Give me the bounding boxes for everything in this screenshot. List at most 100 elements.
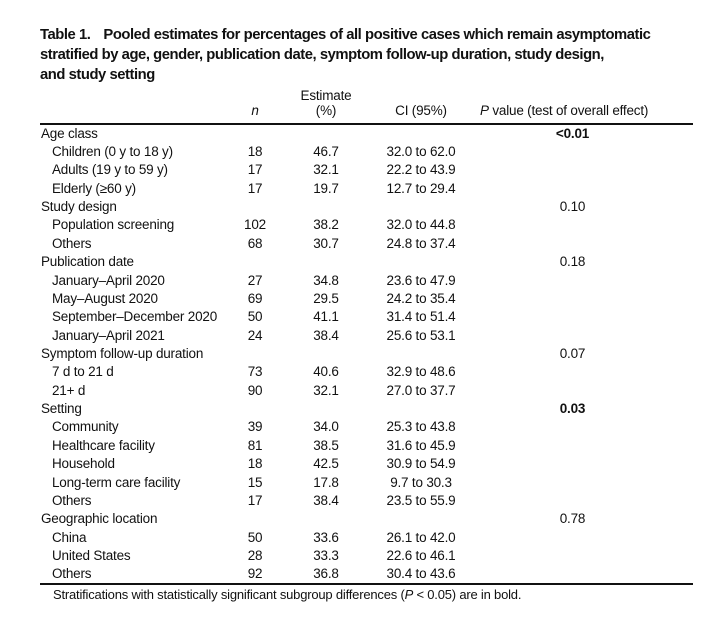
table-row: Others 68 30.7 24.8 to 37.4 [40, 234, 693, 252]
row-n [220, 344, 290, 362]
row-p-value [480, 528, 693, 546]
row-n: 102 [244, 217, 266, 233]
table-header-row: n Estimate (%) CI (95%) P value (test of… [40, 88, 693, 125]
row-n [220, 399, 290, 417]
row-p-value: 0.07 [559, 345, 586, 361]
row-label: Others [52, 492, 92, 508]
row-n [220, 124, 290, 142]
row-n: 50 [247, 309, 263, 325]
table-row: China 50 33.6 26.1 to 42.0 [40, 528, 693, 546]
row-label: Others [52, 566, 92, 582]
row-label: Study design [41, 199, 117, 215]
row-label: Setting [41, 401, 82, 417]
row-label: 7 d to 21 d [52, 364, 114, 380]
table-row: 7 d to 21 d 73 40.6 32.9 to 48.6 [40, 363, 693, 381]
footnote-pre: Stratifications with statistically signi… [53, 587, 405, 602]
row-n: 17 [247, 180, 263, 196]
row-label: Geographic location [41, 511, 158, 527]
row-n: 27 [247, 272, 263, 288]
header-ci: CI (95%) [362, 88, 480, 125]
row-label: January–April 2021 [52, 327, 165, 343]
row-n [220, 197, 290, 215]
row-n: 39 [247, 419, 263, 435]
row-n: 18 [247, 144, 263, 160]
row-ci: 30.9 to 54.9 [386, 456, 456, 472]
row-n [220, 510, 290, 528]
row-p-value [480, 436, 693, 454]
row-estimate: 33.6 [313, 529, 339, 545]
table-row: Elderly (≥60 y) 17 19.7 12.7 to 29.4 [40, 179, 693, 197]
row-estimate: 46.7 [313, 144, 339, 160]
row-p-value [480, 381, 693, 399]
row-ci: 32.0 to 62.0 [386, 144, 456, 160]
row-label: Population screening [52, 217, 175, 233]
table-row: Others 92 36.8 30.4 to 43.6 [40, 565, 693, 583]
row-p-value [480, 326, 693, 344]
row-estimate: 38.2 [313, 217, 339, 233]
row-n: 92 [247, 566, 263, 582]
row-n: 15 [247, 474, 263, 490]
table-row: May–August 2020 69 29.5 24.2 to 35.4 [40, 289, 693, 307]
table-row: Adults (19 y to 59 y) 17 32.1 22.2 to 43… [40, 161, 693, 179]
row-ci [362, 399, 480, 417]
row-p-value [480, 271, 693, 289]
row-n: 69 [247, 290, 263, 306]
table-footnote: Stratifications with statistically signi… [53, 587, 521, 602]
row-label: Healthcare facility [52, 437, 155, 453]
row-p-value [480, 308, 693, 326]
header-n: n [220, 88, 290, 125]
row-estimate: 33.3 [313, 547, 339, 563]
row-ci: 22.6 to 46.1 [386, 547, 456, 563]
row-p-value [480, 473, 693, 491]
footnote-p-italic: P [404, 587, 414, 602]
row-estimate: 29.5 [313, 290, 339, 306]
row-estimate [290, 253, 362, 271]
row-n: 90 [247, 382, 263, 398]
header-estimate: Estimate (%) [290, 88, 362, 125]
row-ci: 22.2 to 43.9 [386, 162, 456, 178]
row-p-value [480, 363, 693, 381]
row-estimate [290, 197, 362, 215]
table-row: January–April 2021 24 38.4 25.6 to 53.1 [40, 326, 693, 344]
header-label-blank [40, 88, 220, 125]
row-label: China [52, 529, 87, 545]
table-number: Table 1. [40, 27, 91, 43]
row-estimate: 40.6 [313, 364, 339, 380]
row-n: 24 [247, 327, 263, 343]
row-estimate: 17.8 [313, 474, 339, 490]
header-p-italic: P [480, 103, 489, 118]
row-p-value [480, 418, 693, 436]
row-p-value [480, 161, 693, 179]
row-estimate: 38.4 [313, 492, 339, 508]
row-ci: 25.6 to 53.1 [386, 327, 456, 343]
row-estimate [290, 399, 362, 417]
table-row: Household 18 42.5 30.9 to 54.9 [40, 454, 693, 472]
row-label: Elderly (≥60 y) [52, 180, 136, 196]
row-ci [362, 253, 480, 271]
table-row: Long-term care facility 15 17.8 9.7 to 3… [40, 473, 693, 491]
row-estimate: 42.5 [313, 456, 339, 472]
row-estimate: 30.7 [313, 235, 339, 251]
row-estimate: 34.0 [313, 419, 339, 435]
table-row: Community 39 34.0 25.3 to 43.8 [40, 418, 693, 436]
row-estimate: 36.8 [313, 566, 339, 582]
row-ci: 24.2 to 35.4 [386, 290, 456, 306]
row-label: Community [52, 419, 119, 435]
row-estimate: 32.1 [313, 382, 339, 398]
row-estimate [290, 124, 362, 142]
row-p-value [480, 142, 693, 160]
row-ci [362, 510, 480, 528]
row-label: Others [52, 235, 92, 251]
row-estimate [290, 344, 362, 362]
row-p-value: <0.01 [555, 126, 590, 142]
table-row: 21+ d 90 32.1 27.0 to 37.7 [40, 381, 693, 399]
row-estimate: 19.7 [313, 180, 339, 196]
row-label: January–April 2020 [52, 272, 165, 288]
row-ci: 30.4 to 43.6 [386, 566, 456, 582]
row-n: 73 [247, 364, 263, 380]
row-ci: 12.7 to 29.4 [386, 180, 456, 196]
group-row: Age class <0.01 [40, 124, 693, 142]
row-ci: 23.6 to 47.9 [386, 272, 456, 288]
row-ci: 32.9 to 48.6 [386, 364, 456, 380]
row-n: 68 [247, 235, 263, 251]
